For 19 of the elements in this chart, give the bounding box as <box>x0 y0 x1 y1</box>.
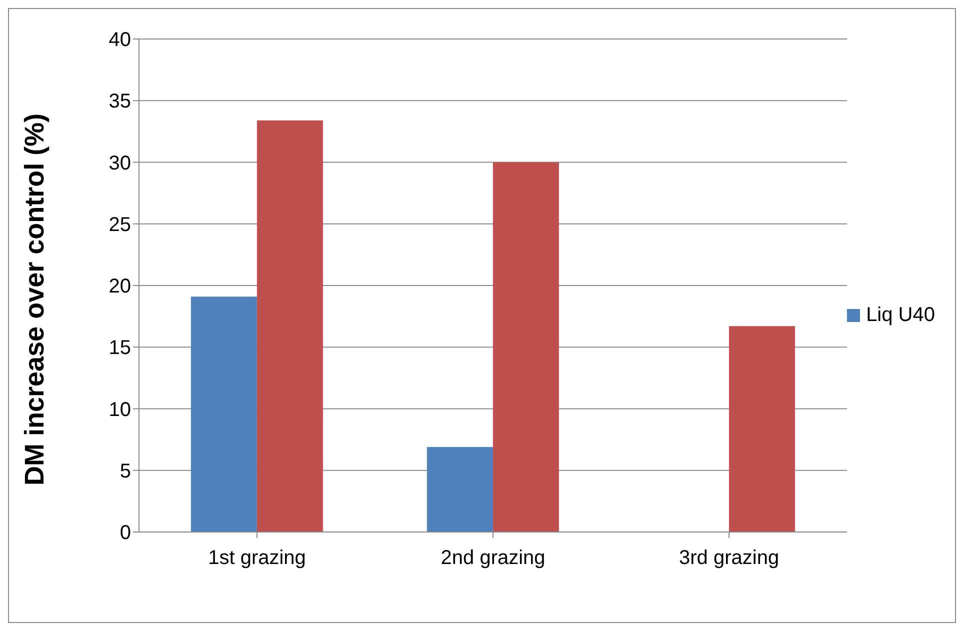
x-tick-label: 2nd grazing <box>440 547 546 570</box>
bar <box>492 162 559 532</box>
bar <box>256 120 323 532</box>
y-tick-label: 40 <box>108 29 131 52</box>
legend-label: Liq U40 <box>866 304 935 327</box>
bar <box>728 326 795 532</box>
y-axis-title: DM increase over control (%) <box>20 113 50 486</box>
x-tick-label: 1st grazing <box>208 547 306 570</box>
y-tick-label: 15 <box>108 337 131 360</box>
bar <box>190 296 257 532</box>
y-tick-label: 30 <box>108 152 131 174</box>
y-tick-label: 35 <box>108 90 131 113</box>
x-tick-label: 3rd grazing <box>679 547 780 570</box>
y-tick-label: 25 <box>108 214 131 236</box>
y-tick-label: 20 <box>108 276 131 298</box>
y-tick-label: 5 <box>120 460 131 482</box>
bar <box>426 446 493 532</box>
y-tick-label: 10 <box>108 398 131 421</box>
y-tick-label: 0 <box>120 522 131 544</box>
